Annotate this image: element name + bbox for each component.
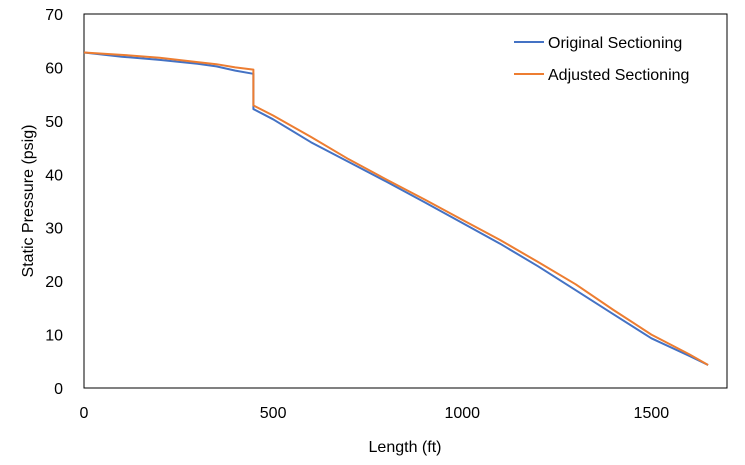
y-tick-label: 20 bbox=[45, 274, 63, 291]
x-tick-label: 1500 bbox=[634, 405, 670, 422]
y-tick-label: 30 bbox=[45, 221, 63, 238]
legend-label-original-sectioning: Original Sectioning bbox=[548, 35, 682, 52]
y-tick-label: 10 bbox=[45, 328, 63, 345]
x-tick-label: 1000 bbox=[444, 405, 480, 422]
legend-label-adjusted-sectioning: Adjusted Sectioning bbox=[548, 67, 689, 84]
x-tick-label: 0 bbox=[80, 405, 89, 422]
y-tick-label: 60 bbox=[45, 60, 63, 77]
y-tick-label: 70 bbox=[45, 7, 63, 24]
series-line-adjusted-sectioning bbox=[83, 51, 709, 366]
y-tick-label: 50 bbox=[45, 114, 63, 131]
ticks-layer: 0 500 1000 1500 0 10 20 30 40 50 60 70 bbox=[45, 7, 669, 422]
y-tick-label: 0 bbox=[54, 381, 63, 398]
x-tick-label: 500 bbox=[260, 405, 287, 422]
y-tick-label: 40 bbox=[45, 167, 63, 184]
plot-area-frame bbox=[83, 13, 728, 389]
x-axis-title: Length (ft) bbox=[369, 439, 442, 456]
series-line-original-sectioning bbox=[83, 51, 709, 366]
series-layer bbox=[83, 51, 709, 366]
y-axis-title: Static Pressure (psig) bbox=[20, 125, 37, 278]
legend: Original Sectioning Adjusted Sectioning bbox=[514, 35, 689, 84]
